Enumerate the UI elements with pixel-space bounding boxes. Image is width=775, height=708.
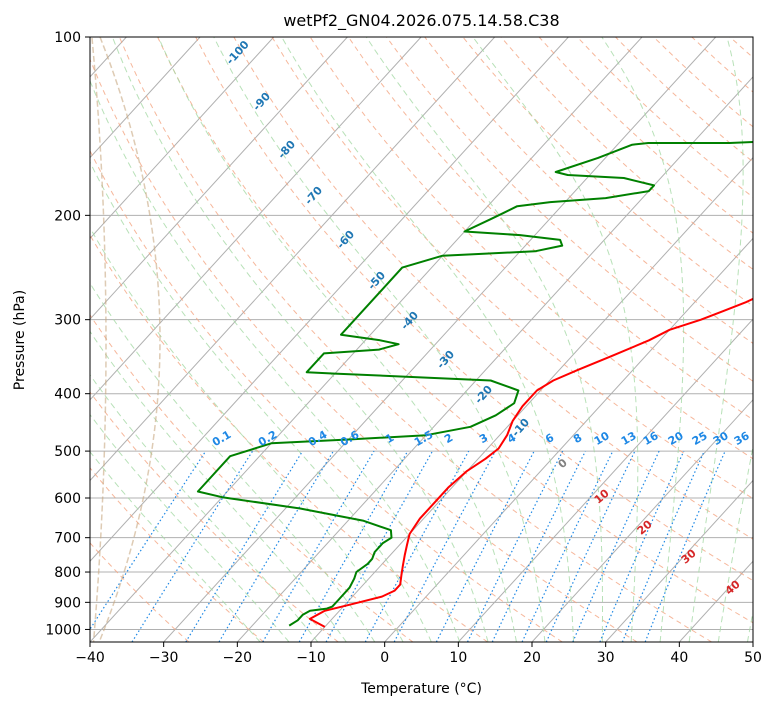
isotherm-line <box>90 37 643 642</box>
dry-adiabat-lines <box>90 37 753 642</box>
moist-adiabat-line <box>90 330 347 642</box>
mixing-ratio-line <box>393 450 496 642</box>
y-tick-label: 600 <box>54 491 81 507</box>
mixing-ratio-line <box>364 450 470 642</box>
dry-adiabat-line <box>462 37 753 307</box>
isotherm-line <box>384 237 753 642</box>
moist-adiabat-lines <box>90 37 753 642</box>
x-tick-label: 0 <box>380 650 389 666</box>
y-tick-label: 700 <box>54 531 81 547</box>
outer-reference-curves <box>91 37 161 642</box>
moist-adiabat-line <box>365 37 603 642</box>
dry-adiabat-line <box>195 37 753 582</box>
mixing-ratio-line <box>466 450 564 642</box>
moist-adiabat-line <box>472 37 639 642</box>
dry-adiabat-line <box>90 149 563 642</box>
isotherm-line <box>236 76 753 642</box>
dry-adiabat-line <box>271 37 753 500</box>
isotherm-line <box>90 37 275 240</box>
y-tick-label: 800 <box>54 565 81 581</box>
y-tick-label: 900 <box>54 595 81 611</box>
x-axis-label: Temperature (°C) <box>360 681 482 697</box>
x-tick-label: 40 <box>670 650 688 666</box>
mixing-ratio-line <box>644 450 726 642</box>
isotherm-line <box>310 156 753 642</box>
isotherm-line <box>90 37 496 482</box>
mixing-ratio-line <box>90 450 207 631</box>
dry-adiabat-line <box>90 234 488 642</box>
moist-adiabat-line <box>111 37 489 642</box>
plot-frame <box>89 36 754 643</box>
y-axis: 100 200 300 400 500 600 700 800 900 1000 <box>45 30 90 638</box>
x-tick-label: 10 <box>449 650 467 666</box>
moist-adiabat-line <box>90 226 404 642</box>
x-axis: −40 −30 −20 −10 0 10 20 30 40 50 <box>75 642 762 666</box>
moist-adiabat-line <box>90 374 319 642</box>
mixing-ratio-line <box>599 450 685 642</box>
isotherm-line <box>163 37 717 642</box>
y-axis-label: Pressure (hPa) <box>12 290 28 390</box>
x-tick-label: −20 <box>223 650 253 666</box>
moist-adiabat-line <box>688 37 744 642</box>
moist-adiabat-line <box>157 37 517 642</box>
isotherm-line <box>90 37 422 401</box>
moist-adiabat-line <box>717 444 753 642</box>
x-tick-label: −30 <box>149 650 179 666</box>
x-tick-label: −10 <box>296 650 326 666</box>
moist-adiabat-line <box>281 37 575 642</box>
y-tick-label: 500 <box>54 444 81 460</box>
dry-adiabat-line <box>233 37 753 540</box>
x-tick-label: 30 <box>597 650 615 666</box>
sounding-series <box>196 140 753 628</box>
y-tick-label: 100 <box>54 30 81 46</box>
x-tick-label: −40 <box>75 650 105 666</box>
mixing-ratio-line <box>325 450 434 642</box>
y-tick-label: 300 <box>54 313 81 329</box>
isotherm-line <box>531 399 753 642</box>
y-tick-label: 400 <box>54 387 81 403</box>
isotherm-line <box>90 37 569 563</box>
y-tick-label: 200 <box>54 208 81 224</box>
moist-adiabat-line <box>90 161 432 642</box>
x-tick-label: 50 <box>744 650 762 666</box>
chart-title: wetPf2_GN04.2026.075.14.58.C38 <box>283 11 559 31</box>
mixing-ratio-line <box>131 450 254 642</box>
moist-adiabat-line <box>90 282 376 642</box>
dry-adiabat-line <box>90 467 264 642</box>
mixing-ratio-line <box>185 450 304 642</box>
dry-adiabat-line <box>157 37 753 624</box>
moist-adiabat-line <box>90 79 461 642</box>
mixing-ratio-line <box>572 450 660 642</box>
moist-adiabat-line <box>213 37 546 642</box>
isobar-grid <box>90 37 753 630</box>
dry-adiabat-line <box>90 313 414 642</box>
y-tick-label: 1000 <box>45 622 81 638</box>
isotherm-line <box>90 37 348 320</box>
outer-reference-curve <box>99 37 161 641</box>
x-tick-label: 20 <box>523 650 541 666</box>
isotherm-line <box>605 479 753 642</box>
isotherm-grid <box>90 37 753 642</box>
dry-adiabat-line <box>386 37 753 382</box>
outer-reference-curve <box>91 37 107 642</box>
series-line-1 <box>196 140 753 627</box>
mixing-ratio-line <box>621 450 705 642</box>
isotherm-line <box>457 318 753 642</box>
series-line-0 <box>308 297 753 628</box>
moist-adiabat-line <box>601 37 685 642</box>
isotherm-line <box>90 37 201 159</box>
dry-adiabat-line <box>347 37 753 421</box>
plot-area: -100-90-80-70-60-50-40-30-20-100.1 0.2 0.4… <box>90 37 753 642</box>
mixing-ratio-lines <box>90 450 726 642</box>
